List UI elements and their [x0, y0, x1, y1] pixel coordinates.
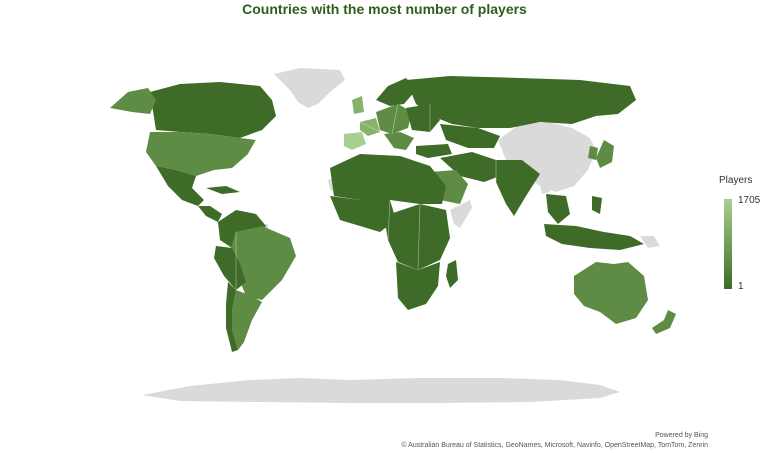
russia-region	[406, 76, 636, 128]
north-africa-region	[330, 154, 446, 204]
legend-min-label: 1	[738, 281, 744, 292]
korea-region	[588, 146, 598, 160]
legend-title: Players	[719, 175, 753, 186]
antarctica-region	[142, 378, 620, 403]
southeast-asia-region	[546, 194, 570, 224]
japan-region	[596, 140, 614, 168]
india-region	[496, 160, 540, 216]
kazakhstan-region	[440, 124, 500, 148]
powered-by-credit: Powered by Bing	[655, 432, 708, 439]
central-america-region	[198, 206, 222, 222]
legend-color-scale	[724, 199, 732, 289]
madagascar-region	[446, 260, 458, 288]
usa-region	[146, 132, 256, 176]
middle-east-region	[440, 152, 500, 182]
west-africa-region	[330, 196, 396, 232]
turkey-region	[416, 144, 452, 158]
philippines-region	[592, 196, 602, 214]
uk-region	[352, 96, 364, 114]
china-region	[498, 122, 596, 192]
northern-south-america-region	[218, 210, 266, 248]
new-zealand-region	[652, 310, 676, 334]
scandinavia-region	[376, 78, 416, 106]
spain-region	[344, 132, 366, 150]
peru-bolivia-region	[214, 246, 246, 290]
attribution-credit: © Australian Bureau of Statistics, GeoNa…	[401, 442, 708, 449]
argentina-region	[232, 290, 262, 350]
southern-africa-region	[396, 262, 440, 310]
chile-region	[226, 282, 238, 352]
new-guinea-east-region	[640, 236, 660, 248]
caribbean-region	[206, 186, 240, 194]
canada-region	[150, 82, 276, 138]
italy-balkans-region	[384, 132, 414, 150]
central-europe-region	[376, 104, 412, 134]
somalia-region	[450, 200, 472, 228]
central-africa-region	[384, 204, 450, 270]
mexico-region	[156, 166, 204, 206]
alaska-region	[110, 88, 156, 114]
legend-max-label: 1705	[738, 195, 761, 206]
australia-region	[574, 262, 648, 324]
greenland-region	[274, 68, 345, 108]
map-title: Countries with the most number of player…	[242, 1, 527, 17]
myanmar-region	[538, 172, 550, 194]
indonesia-region	[544, 224, 644, 250]
